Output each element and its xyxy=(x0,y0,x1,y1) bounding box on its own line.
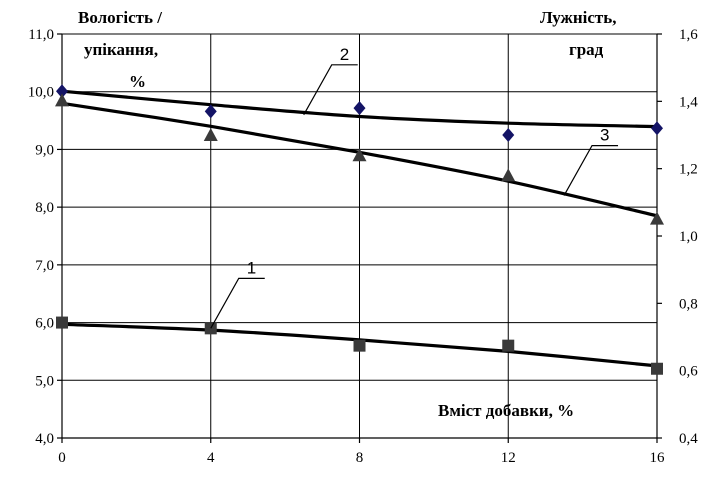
series-3-point xyxy=(501,168,516,182)
series-1-point xyxy=(56,316,68,329)
series-2-leader-line xyxy=(303,64,358,116)
series-1-leader-line xyxy=(210,277,265,329)
x-tick-label: 12 xyxy=(501,450,516,466)
x-tick-label: 0 xyxy=(58,450,66,466)
y-left-tick-label: 9,0 xyxy=(35,142,54,158)
left-axis-label-line-2: упікання, xyxy=(84,40,158,59)
y-left-tick-label: 7,0 xyxy=(35,258,54,274)
series-3-leader-line xyxy=(563,145,619,196)
series-2-point xyxy=(56,84,68,99)
series-2-point xyxy=(204,104,217,119)
series-1-label: 1 xyxy=(247,258,256,277)
y-right-tick-label: 1,2 xyxy=(679,162,698,178)
series-1-point xyxy=(651,362,663,375)
y-right-tick-label: 1,6 xyxy=(679,27,698,43)
y-right-tick-label: 0,6 xyxy=(679,364,698,380)
y-right-tick-label: 0,8 xyxy=(679,296,698,312)
series-2-point xyxy=(353,101,366,116)
y-right-tick-label: 1,0 xyxy=(679,229,698,245)
left-axis-label-line-3: % xyxy=(129,72,146,91)
series-2-point xyxy=(651,121,663,136)
series-3-point xyxy=(203,128,218,141)
y-left-tick-label: 8,0 xyxy=(35,200,54,216)
series-1-point xyxy=(502,339,515,352)
left-axis-label-line-1: Вологість / xyxy=(78,8,162,27)
grid-lines xyxy=(61,33,658,439)
series-3-point xyxy=(352,148,367,162)
x-tick-label: 8 xyxy=(356,450,364,466)
y-left-tick-label: 6,0 xyxy=(35,316,54,332)
curve-labels: 1 2 3 xyxy=(210,45,619,329)
series-2-trend-line xyxy=(61,89,658,129)
y-left-tick-label: 10,0 xyxy=(28,85,54,101)
series-3-point xyxy=(55,93,69,107)
series-2-point xyxy=(502,128,515,142)
y-right-tick-label: 1,4 xyxy=(679,94,698,110)
y-right-tick-label: 0,4 xyxy=(679,431,698,447)
series-3-label: 3 xyxy=(600,126,609,145)
right-axis-label-line-2: град xyxy=(569,40,604,59)
y-left-tick-label: 11,0 xyxy=(28,27,54,43)
series-1-point xyxy=(353,339,366,352)
series-2-label: 2 xyxy=(340,45,349,64)
x-tick-label: 4 xyxy=(207,450,215,466)
series-3-point xyxy=(650,211,664,225)
right-axis-label-line-1: Лужність, xyxy=(540,8,617,27)
x-axis-label: Вміст добавки, % xyxy=(438,401,574,420)
y-left-tick-label: 5,0 xyxy=(35,373,54,389)
x-tick-label: 16 xyxy=(650,450,666,466)
tick-labels: 4,05,06,07,08,09,010,011,00 4 8 12 160,40,60… xyxy=(28,27,699,466)
y-left-tick-label: 4,0 xyxy=(35,431,54,447)
